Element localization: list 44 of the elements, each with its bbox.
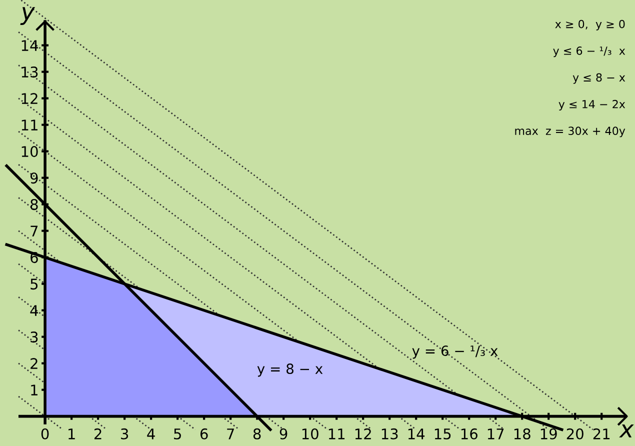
- y-tick-label: 4: [30, 305, 38, 316]
- x-tick-label: 19: [540, 428, 557, 440]
- annotation: max z = 30x + 40y: [515, 126, 626, 138]
- x-tick-label: 5: [174, 428, 181, 440]
- y-tick-label: 12: [22, 93, 38, 104]
- annotation: y = 6 − ¹/₃ x: [412, 346, 498, 359]
- x-tick-label: 14: [408, 428, 425, 440]
- annotation: y ≤ 14 − 2x: [558, 100, 626, 110]
- x-axis-title: x: [619, 424, 634, 438]
- x-tick-label: 18: [514, 428, 530, 440]
- x-tick-label: 8: [253, 428, 261, 440]
- x-tick-label: 9: [280, 428, 288, 440]
- x-tick-label: 12: [355, 428, 371, 440]
- x-tick-label: 17: [488, 428, 504, 440]
- y-tick-label: 10: [22, 146, 38, 158]
- y-tick-label: 11: [22, 120, 38, 130]
- annotation: x ≥ 0, y ≥ 0: [555, 20, 625, 30]
- x-tick-label: 11: [328, 428, 345, 440]
- annotation: y ≤ 6 − ¹/₃ x: [553, 46, 626, 58]
- x-tick-label: 1: [68, 428, 75, 440]
- annotation: y = 8 − x: [257, 364, 323, 377]
- x-tick-label: 6: [200, 428, 208, 440]
- x-tick-label: 20: [566, 428, 584, 440]
- x-tick-label: 2: [94, 428, 102, 440]
- y-tick-label: 3: [30, 332, 38, 343]
- x-tick-label: 0: [41, 428, 49, 440]
- y-axis-title: y: [20, 7, 36, 25]
- y-tick-label: 9: [30, 172, 38, 184]
- x-tick-label: 4: [147, 428, 155, 440]
- x-tick-label: 13: [382, 428, 398, 440]
- y-tick-label: 2: [30, 358, 38, 369]
- x-tick-label: 16: [461, 428, 478, 440]
- x-tick-label: 7: [227, 428, 234, 440]
- annotation: y ≤ 8 − x: [572, 73, 626, 84]
- y-tick-label: 14: [22, 40, 38, 51]
- y-tick-label: 1: [31, 384, 38, 396]
- x-tick-label: 15: [434, 428, 451, 440]
- y-tick-label: 7: [30, 226, 38, 236]
- x-tick-label: 10: [302, 428, 318, 440]
- y-tick-label: 5: [30, 278, 38, 290]
- y-tick-label: 8: [30, 199, 38, 210]
- x-tick-label: 21: [593, 428, 610, 440]
- y-tick-label: 13: [22, 66, 38, 78]
- x-tick-label: 3: [121, 428, 128, 440]
